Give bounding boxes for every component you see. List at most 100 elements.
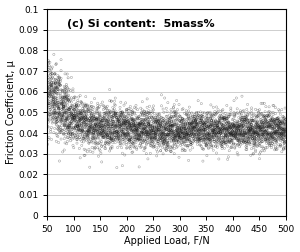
Point <box>208 125 212 129</box>
Point <box>158 123 163 127</box>
Point <box>240 114 244 118</box>
Point <box>150 124 155 129</box>
Point <box>169 116 173 120</box>
Point <box>205 125 210 129</box>
Point <box>59 119 64 123</box>
Point <box>120 137 125 141</box>
Point <box>149 123 154 127</box>
Point <box>232 124 236 128</box>
Point <box>222 127 227 131</box>
Point <box>98 138 103 142</box>
Point <box>272 148 277 152</box>
Point <box>163 125 168 130</box>
Point <box>109 136 114 140</box>
Point <box>134 136 139 140</box>
Point <box>127 123 132 127</box>
Point <box>204 144 208 148</box>
Point <box>150 129 155 133</box>
Point <box>277 125 282 129</box>
Point <box>244 122 248 127</box>
Point <box>234 127 239 131</box>
Point <box>240 130 245 134</box>
Point <box>256 129 260 133</box>
Point <box>240 109 245 113</box>
Point <box>110 124 115 128</box>
Point <box>80 129 84 133</box>
Point <box>147 123 152 127</box>
Point <box>177 119 182 123</box>
Point <box>209 118 214 122</box>
Point <box>52 112 57 116</box>
Point <box>177 135 182 139</box>
Point <box>139 145 144 149</box>
Point <box>81 115 86 119</box>
Point <box>132 124 137 128</box>
Point <box>243 140 248 144</box>
Point <box>251 130 256 134</box>
Point <box>182 117 187 121</box>
Point <box>73 112 78 116</box>
Point <box>70 106 75 110</box>
Point <box>283 134 287 138</box>
Point <box>260 133 265 137</box>
Point <box>163 133 168 137</box>
Point <box>219 131 224 135</box>
Point <box>191 118 196 122</box>
Point <box>193 121 197 125</box>
Point <box>119 130 124 134</box>
Point <box>114 136 118 140</box>
Point <box>46 96 51 100</box>
Point <box>91 127 96 131</box>
Point <box>148 133 153 137</box>
Point <box>170 123 175 127</box>
Point <box>206 118 211 122</box>
Point <box>63 91 68 95</box>
Point <box>63 94 68 98</box>
Point <box>193 133 197 137</box>
Point <box>96 119 101 123</box>
Point <box>122 133 127 137</box>
Point <box>278 133 283 137</box>
Point <box>103 114 107 118</box>
Point <box>60 111 65 115</box>
Point <box>203 133 208 137</box>
Point <box>224 116 229 120</box>
Point <box>201 131 206 135</box>
Point <box>118 140 123 144</box>
Point <box>240 141 245 145</box>
Point <box>82 153 87 157</box>
Point <box>114 134 118 138</box>
Point <box>80 139 84 143</box>
Point <box>153 121 158 125</box>
Point <box>256 132 260 136</box>
Point <box>248 138 252 142</box>
Point <box>198 132 203 136</box>
Point <box>259 112 263 116</box>
Point <box>262 122 267 126</box>
Point <box>266 141 271 145</box>
Point <box>47 136 52 140</box>
Point <box>90 126 94 130</box>
Point <box>176 123 181 128</box>
Point <box>141 127 146 131</box>
Point <box>53 82 58 86</box>
Point <box>71 107 76 111</box>
Point <box>217 116 222 120</box>
Point <box>120 130 125 134</box>
Point <box>63 100 68 104</box>
Point <box>80 128 85 132</box>
Point <box>52 86 57 90</box>
Point <box>74 114 79 118</box>
Point <box>275 134 280 138</box>
Point <box>97 114 102 118</box>
Point <box>189 117 194 121</box>
Point <box>154 148 159 152</box>
Point <box>111 134 116 138</box>
Point <box>130 121 135 125</box>
Point <box>250 137 255 141</box>
Point <box>276 116 281 120</box>
Point <box>232 123 236 128</box>
Point <box>102 115 106 119</box>
Point <box>237 112 242 116</box>
Point <box>132 119 137 123</box>
